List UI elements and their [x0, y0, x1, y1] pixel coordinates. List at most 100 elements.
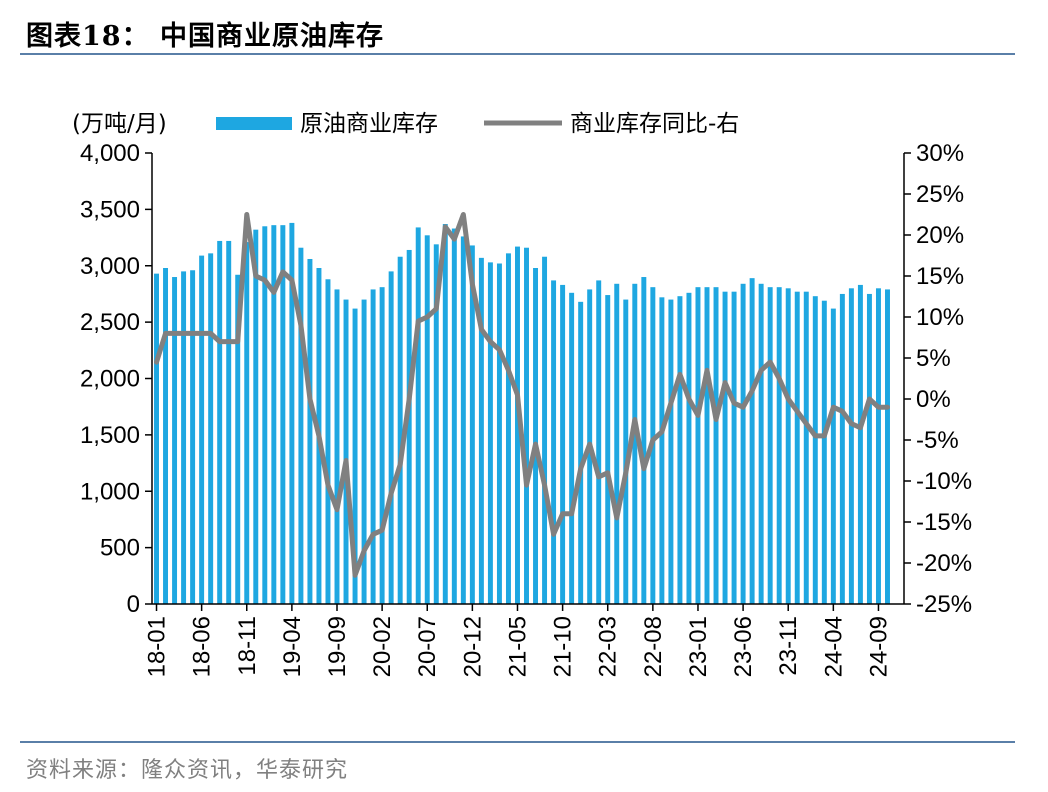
bar-23-04 — [722, 291, 728, 604]
bar-21-01 — [478, 257, 484, 604]
bar-21-02 — [487, 262, 493, 604]
bar-23-07 — [749, 278, 755, 604]
x-tick-label: 22-03 — [595, 616, 622, 677]
bar-23-02 — [704, 287, 710, 604]
right-tick-label: -25% — [916, 591, 972, 618]
right-tick-label: 20% — [916, 222, 964, 249]
bar-19-08 — [325, 279, 331, 604]
right-tick-label: 15% — [916, 263, 964, 290]
bar-24-06 — [848, 288, 854, 604]
bar-18-10 — [235, 274, 241, 604]
legend-bar-label: 原油商业库存 — [300, 111, 438, 137]
bar-24-09 — [875, 288, 881, 604]
figure-title: 图表18： 中国商业原油库存 — [26, 21, 384, 52]
right-tick-label: 0% — [916, 386, 951, 413]
bar-22-10 — [668, 299, 674, 604]
yoy-line — [154, 212, 890, 578]
bar-19-06 — [307, 258, 313, 604]
bar-21-05 — [515, 246, 520, 604]
bar-19-11 — [352, 308, 358, 604]
bar-24-05 — [839, 293, 845, 604]
bar-22-07 — [641, 277, 647, 604]
bar-23-09 — [767, 287, 773, 604]
bar-18-06 — [199, 255, 205, 604]
bar-20-02 — [379, 287, 385, 604]
line-series — [154, 212, 890, 578]
bar-19-02 — [271, 225, 277, 604]
x-tick-label: 23-06 — [730, 616, 757, 677]
x-tick-label: 18-01 — [144, 616, 171, 677]
right-tick-label: 25% — [916, 181, 964, 208]
chart-axes: 0 500 1,000 1,500 2,000 2,500 3,000 3,500 4,000 -… — [80, 140, 972, 677]
bar-24-03 — [821, 300, 827, 604]
x-tick-label: 21-05 — [504, 616, 531, 677]
bar-22-09 — [659, 297, 665, 604]
bar-21-08 — [542, 256, 548, 604]
bar-18-08 — [217, 240, 223, 604]
left-tick-label: 3,500 — [80, 196, 140, 223]
bar-20-06 — [415, 227, 421, 605]
x-tick-label: 20-12 — [459, 616, 486, 677]
source-note: 资料来源：隆众资讯，华泰研究 — [26, 758, 349, 783]
bar-21-04 — [505, 253, 511, 604]
x-tick-label: 21-10 — [550, 616, 577, 677]
chart-legend: (万吨/月) 原油商业库存 商业库存同比-右 — [72, 111, 739, 137]
bar-20-10 — [451, 228, 457, 605]
bar-20-01 — [370, 289, 376, 604]
x-tick-label: 24-09 — [865, 616, 892, 677]
x-tick-label: 23-11 — [775, 616, 802, 676]
left-tick-label: 2,500 — [80, 309, 140, 336]
bar-18-09 — [226, 240, 232, 604]
right-tick-label: -20% — [916, 550, 972, 577]
x-tick-label: 20-07 — [414, 616, 441, 677]
bar-20-04 — [397, 256, 403, 604]
bar-21-11 — [569, 292, 575, 604]
bar-19-04 — [289, 222, 295, 604]
left-tick-label: 500 — [100, 535, 140, 562]
source-divider — [20, 741, 1015, 743]
bar-18-12 — [253, 229, 259, 605]
bar-20-11 — [460, 236, 466, 604]
bar-22-03 — [605, 295, 611, 604]
right-tick-label: -5% — [916, 427, 959, 454]
right-tick-label: 30% — [916, 140, 964, 167]
right-tick-label: -10% — [916, 468, 972, 495]
bar-23-03 — [713, 287, 719, 604]
bar-23-11 — [785, 288, 791, 604]
legend-line-label: 商业库存同比-右 — [570, 111, 739, 137]
left-tick-label: 1,000 — [80, 478, 140, 505]
bar-18-03 — [172, 277, 178, 604]
left-tick-label: 2,000 — [80, 366, 140, 393]
bar-19-12 — [361, 299, 367, 604]
left-tick-label: 0 — [127, 591, 140, 618]
bar-22-02 — [596, 280, 602, 604]
bar-21-07 — [533, 268, 539, 604]
x-tick-label: 18-11 — [234, 616, 261, 676]
bar-20-07 — [424, 235, 430, 604]
right-tick-label: 5% — [916, 345, 951, 372]
x-tick-label: 19-09 — [324, 616, 351, 677]
bar-20-03 — [388, 271, 394, 604]
bar-18-04 — [181, 271, 187, 604]
bar-24-10 — [885, 289, 890, 604]
bar-21-12 — [578, 301, 584, 604]
bar-24-04 — [830, 308, 836, 604]
right-tick-label: -15% — [916, 509, 972, 536]
x-tick-label: 19-04 — [279, 616, 306, 677]
x-tick-label: 18-06 — [189, 616, 216, 677]
bar-21-09 — [551, 280, 557, 604]
bar-23-01 — [695, 287, 701, 604]
bar-19-10 — [343, 299, 349, 604]
bar-24-01 — [803, 291, 809, 604]
bar-22-11 — [677, 296, 683, 604]
bar-21-03 — [496, 263, 502, 604]
bar-22-05 — [623, 299, 629, 604]
bar-24-07 — [857, 284, 863, 604]
x-tick-label: 20-02 — [369, 616, 396, 677]
bar-18-02 — [163, 268, 169, 604]
bar-20-09 — [442, 224, 448, 604]
left-tick-label: 4,000 — [80, 140, 140, 167]
left-tick-label: 1,500 — [80, 422, 140, 449]
title-divider — [20, 53, 1015, 55]
